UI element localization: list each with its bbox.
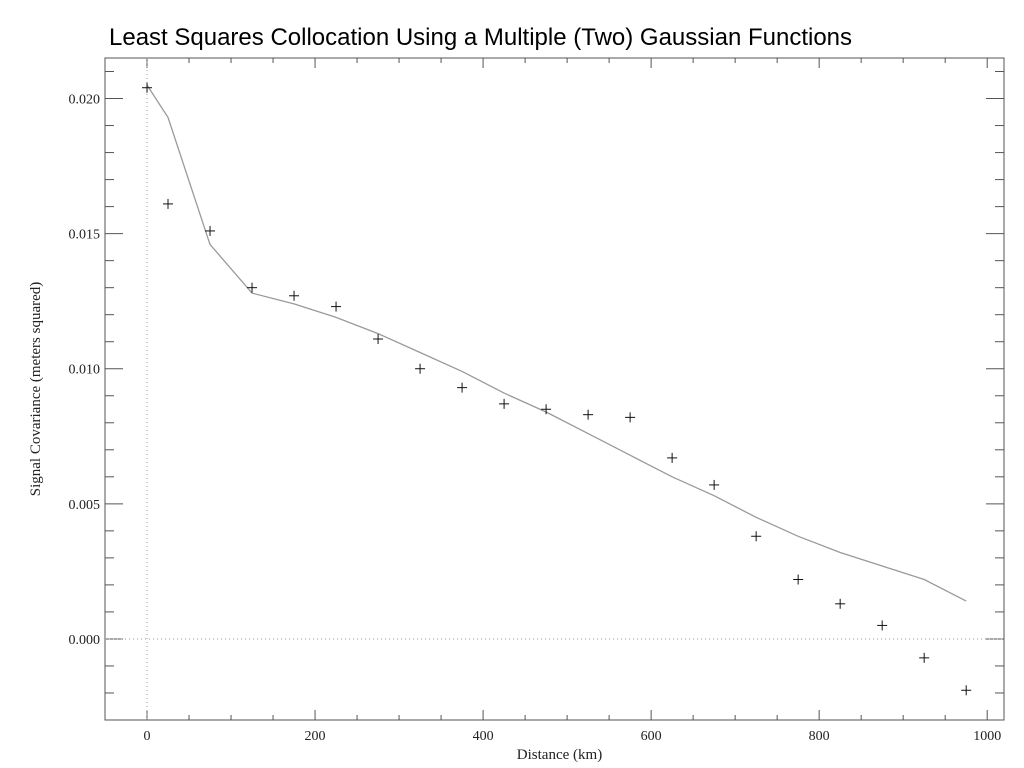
data-point bbox=[919, 652, 930, 663]
fit-line bbox=[146, 84, 967, 602]
data-point bbox=[373, 334, 384, 345]
data-point bbox=[142, 82, 153, 93]
plot-frame bbox=[104, 57, 1005, 721]
y-tick-label: 0.020 bbox=[69, 93, 101, 108]
data-point bbox=[457, 382, 468, 393]
data-markers bbox=[142, 82, 972, 696]
data-point bbox=[625, 412, 636, 423]
data-point bbox=[289, 290, 300, 301]
tick-labels: 0 200 400 600 800 1000 0.000 0.005 0.010 0.015 0.0… bbox=[69, 93, 1002, 744]
x-tick-label: 1000 bbox=[973, 729, 1001, 744]
data-point bbox=[667, 452, 678, 463]
data-point bbox=[247, 282, 258, 293]
x-tick-label: 0 bbox=[144, 729, 151, 744]
data-point bbox=[751, 531, 762, 542]
data-point bbox=[961, 685, 972, 696]
y-tick-label: 0.000 bbox=[69, 633, 101, 648]
axes-frame bbox=[104, 57, 1005, 721]
x-tick-label: 200 bbox=[305, 729, 326, 744]
data-point bbox=[331, 301, 342, 312]
data-point bbox=[205, 225, 216, 236]
x-tick-label: 400 bbox=[473, 729, 494, 744]
data-point bbox=[835, 598, 846, 609]
y-tick-label: 0.015 bbox=[69, 228, 101, 243]
x-tick-label: 800 bbox=[809, 729, 830, 744]
data-point bbox=[583, 409, 594, 420]
y-tick-label: 0.005 bbox=[69, 498, 101, 513]
data-point bbox=[163, 198, 174, 209]
y-axis-title: Signal Covariance (meters squared) bbox=[28, 282, 44, 497]
x-tick-label: 600 bbox=[641, 729, 662, 744]
data-point bbox=[877, 620, 888, 631]
data-point bbox=[499, 398, 510, 409]
reference-lines bbox=[105, 58, 1004, 720]
data-point bbox=[415, 363, 426, 374]
x-axis-title: Distance (km) bbox=[517, 747, 602, 763]
y-tick-label: 0.010 bbox=[69, 363, 101, 378]
data-point bbox=[793, 574, 804, 585]
data-point bbox=[709, 479, 720, 490]
chart-title: Least Squares Collocation Using a Multip… bbox=[109, 24, 853, 51]
fit-line-group bbox=[146, 84, 967, 602]
data-point bbox=[541, 404, 552, 415]
